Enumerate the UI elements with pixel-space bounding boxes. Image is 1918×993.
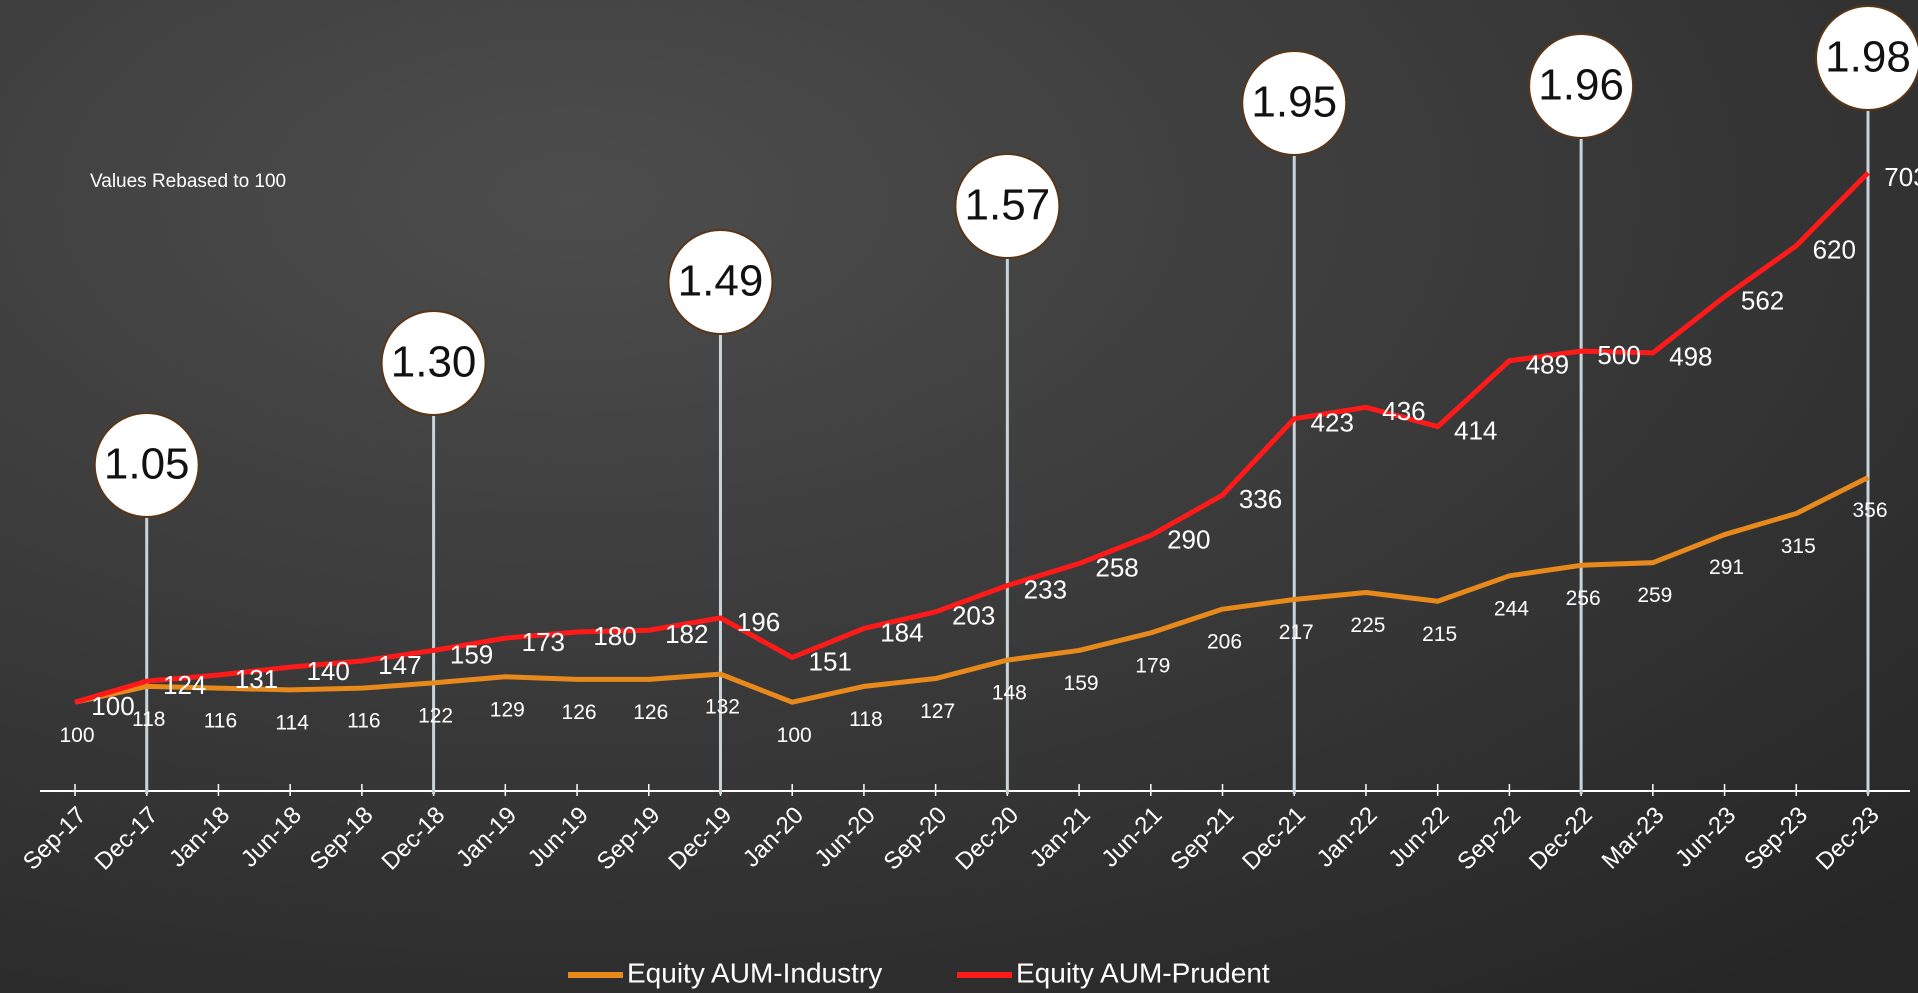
data-label: 291 <box>1709 556 1744 579</box>
data-label: 148 <box>992 682 1027 705</box>
ratio-label: 1.96 <box>1538 61 1624 110</box>
data-label: 132 <box>705 696 740 719</box>
ratio-label: 1.57 <box>965 181 1051 230</box>
data-label: 620 <box>1813 235 1856 265</box>
series-line <box>74 171 1870 705</box>
data-label: 100 <box>91 691 134 721</box>
ratio-label: 1.49 <box>678 257 764 306</box>
data-label: 233 <box>1024 574 1067 604</box>
data-label: 500 <box>1597 340 1640 370</box>
data-label: 100 <box>59 724 94 747</box>
data-label: 116 <box>204 710 237 733</box>
data-label: 151 <box>809 646 852 676</box>
ratio-label: 1.95 <box>1251 78 1337 127</box>
ratio-label: 1.05 <box>104 440 190 489</box>
data-label: 196 <box>737 607 780 637</box>
data-label: 315 <box>1781 535 1816 558</box>
data-label: 147 <box>378 650 421 680</box>
data-label: 703 <box>1884 162 1918 192</box>
series-line <box>74 475 1870 705</box>
data-label: 217 <box>1279 621 1314 644</box>
data-label: 100 <box>777 724 812 747</box>
data-label: 122 <box>418 704 453 727</box>
ratio-bubble <box>1815 5 1918 111</box>
data-label: 173 <box>522 627 565 657</box>
data-label: 259 <box>1637 584 1672 607</box>
ratio-bubble <box>667 229 774 335</box>
data-label: 215 <box>1422 623 1457 646</box>
data-label: 159 <box>1064 672 1099 695</box>
data-label: 126 <box>633 701 668 724</box>
data-label: 225 <box>1350 614 1385 637</box>
data-label: 562 <box>1741 286 1784 316</box>
legend-label: Equity AUM-Prudent <box>1016 957 1270 988</box>
data-label: 124 <box>163 670 206 700</box>
data-label: 129 <box>490 698 525 721</box>
data-label: 206 <box>1207 631 1242 654</box>
data-label: 127 <box>920 700 955 723</box>
data-label: 290 <box>1167 524 1210 554</box>
legend-label: Equity AUM-Industry <box>627 957 882 988</box>
ratio-bubble <box>1528 33 1635 139</box>
data-label: 116 <box>347 710 380 733</box>
data-label: 118 <box>849 708 882 731</box>
data-label: 414 <box>1454 415 1497 445</box>
data-label: 203 <box>952 601 995 631</box>
data-label: 159 <box>450 639 493 669</box>
data-label: 131 <box>235 664 278 694</box>
ratio-label: 1.30 <box>391 338 477 387</box>
data-label: 179 <box>1135 654 1170 677</box>
data-label: 118 <box>132 708 165 731</box>
ratio-bubble <box>380 310 487 416</box>
data-label: 256 <box>1566 587 1601 610</box>
data-label: 184 <box>880 617 923 647</box>
data-label: 356 <box>1852 499 1887 522</box>
data-label: 182 <box>665 619 708 649</box>
ratio-bubble <box>1241 50 1348 156</box>
data-label: 436 <box>1382 396 1425 426</box>
data-label: 126 <box>562 701 597 724</box>
ratio-bubble <box>93 412 200 518</box>
data-label: 423 <box>1311 408 1354 438</box>
data-label: 180 <box>593 621 636 651</box>
data-label: 114 <box>275 711 309 734</box>
data-label: 498 <box>1669 342 1712 372</box>
ratio-bubble <box>954 153 1061 259</box>
data-label: 336 <box>1239 484 1282 514</box>
ratio-label: 1.98 <box>1825 33 1911 82</box>
subtitle: Values Rebased to 100 <box>90 171 286 192</box>
data-label: 244 <box>1494 597 1529 620</box>
data-label: 258 <box>1095 552 1138 582</box>
data-label: 140 <box>306 656 349 686</box>
data-label: 489 <box>1526 350 1569 380</box>
